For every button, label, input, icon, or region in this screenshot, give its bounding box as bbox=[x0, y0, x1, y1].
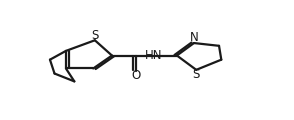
Text: HN: HN bbox=[145, 49, 163, 62]
Text: N: N bbox=[190, 31, 198, 45]
Text: S: S bbox=[193, 68, 200, 81]
Text: S: S bbox=[91, 29, 98, 42]
Text: O: O bbox=[131, 69, 141, 82]
